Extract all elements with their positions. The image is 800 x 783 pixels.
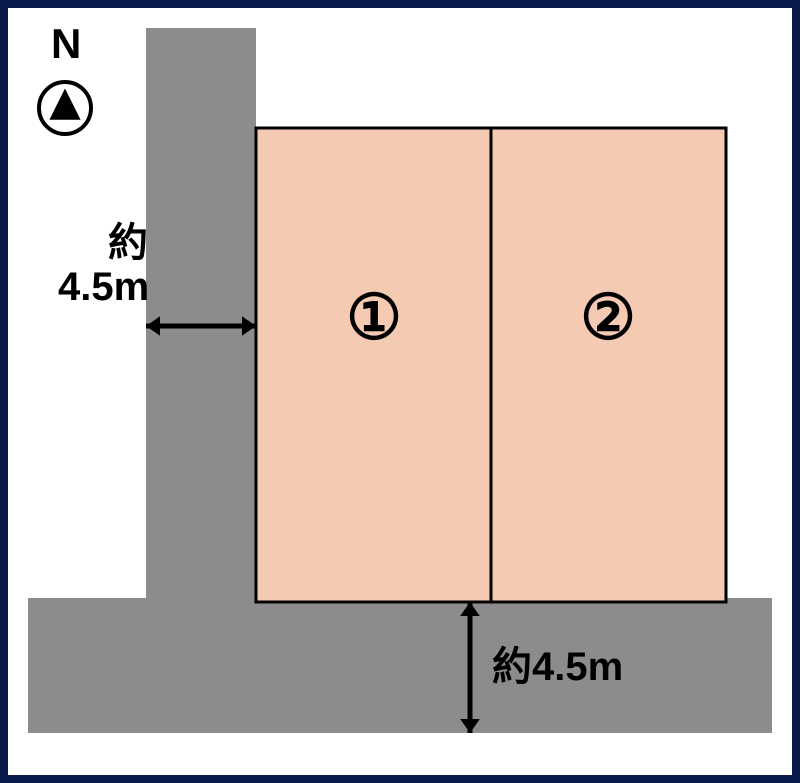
lot-1-label: ① (346, 283, 402, 352)
lot-2 (491, 128, 726, 602)
dim-vertical-value: 4.5m (58, 265, 149, 309)
road-horizontal (28, 598, 772, 733)
dim-vertical-yaku: 約 (108, 221, 148, 265)
road-vertical (146, 28, 256, 602)
lot-2-label: ② (580, 283, 636, 352)
lot-1 (256, 128, 491, 602)
site-plan-diagram: ① ② 約4.5m 約4.5m N (0, 0, 800, 783)
plan-svg: ① ② 約4.5m 約4.5m N (0, 0, 800, 783)
compass-label: N (51, 20, 81, 67)
dim-horizontal-label: 約4.5m (492, 645, 623, 689)
